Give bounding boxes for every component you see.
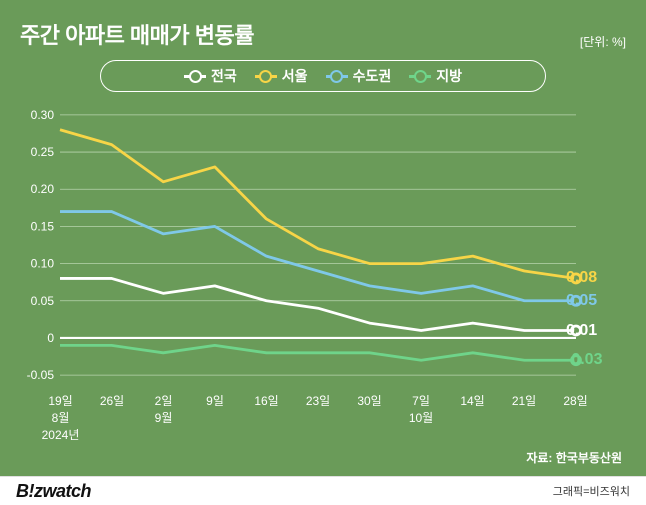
plot-area: -0.05 0 0.05 0.10 0.15 0.20 0.25 0.30 -0.03 0.01… (20, 100, 626, 390)
series-line-metro (60, 212, 576, 301)
x-tick: 2일9월 (163, 392, 164, 443)
end-value-labels: -0.03 0.01 0.05 0.08 (566, 100, 626, 390)
graphic-credit: 그래픽=비즈워치 (553, 483, 630, 499)
legend: 전국 서울 수도권 지방 (100, 60, 546, 92)
legend-item-seoul: 서울 (255, 66, 308, 86)
legend-label: 서울 (282, 66, 308, 86)
brand-letter-z: z (34, 481, 43, 501)
series-end-label-national: 0.01 (566, 322, 597, 340)
chart-panel: 주간 아파트 매매가 변동률 [단위: %] 전국 서울 수도권 지방 -0.05 0 0… (0, 0, 646, 476)
x-tick: 16일 (266, 392, 267, 443)
series-line-regional (60, 345, 576, 360)
series-end-label-metro: 0.05 (566, 292, 597, 310)
series-end-label-seoul: 0.08 (566, 269, 597, 287)
legend-label: 전국 (211, 66, 237, 86)
x-tick: 14일 (472, 392, 473, 443)
legend-swatch-regional (409, 70, 431, 82)
svg-text:0.20: 0.20 (31, 182, 55, 196)
chart-unit: [단위: %] (580, 33, 626, 50)
x-tick: 7일10월 (421, 392, 422, 443)
x-axis-labels: 19일8월2024년 26일 2일9월 9일 16일 23일 30일 7일10월 14일 21일 2… (60, 392, 576, 443)
legend-item-regional: 지방 (409, 66, 462, 86)
x-tick: 9일 (215, 392, 216, 443)
x-tick: 26일 (112, 392, 113, 443)
legend-label: 지방 (436, 66, 462, 86)
legend-swatch-national (184, 70, 206, 82)
legend-item-national: 전국 (184, 66, 237, 86)
chart-title: 주간 아파트 매매가 변동률 (20, 18, 254, 50)
line-chart: -0.05 0 0.05 0.10 0.15 0.20 0.25 0.30 (20, 100, 626, 390)
x-tick: 30일 (369, 392, 370, 443)
x-tick: 23일 (318, 392, 319, 443)
series-end-label-regional: -0.03 (566, 351, 602, 369)
footer-bar: B!zwatch 그래픽=비즈워치 (0, 476, 646, 505)
x-tick: 19일8월2024년 (60, 392, 61, 443)
source-caption: 자료: 한국부동산원 (20, 449, 622, 466)
svg-text:0.15: 0.15 (31, 219, 55, 233)
svg-text:0: 0 (47, 331, 54, 345)
svg-text:0.10: 0.10 (31, 257, 55, 271)
brand-letter-b: B (16, 481, 29, 501)
svg-text:-0.05: -0.05 (27, 368, 55, 382)
x-tick: 21일 (524, 392, 525, 443)
svg-text:0.05: 0.05 (31, 294, 55, 308)
legend-label: 수도권 (353, 66, 392, 86)
legend-swatch-metro (326, 70, 348, 82)
brand-logo: B!zwatch (16, 481, 91, 502)
svg-text:0.30: 0.30 (31, 108, 55, 122)
x-tick: 28일 (575, 392, 576, 443)
series-line-national (60, 278, 576, 330)
brand-rest: watch (43, 481, 92, 501)
svg-text:0.25: 0.25 (31, 145, 55, 159)
legend-item-metro: 수도권 (326, 66, 392, 86)
legend-swatch-seoul (255, 70, 277, 82)
